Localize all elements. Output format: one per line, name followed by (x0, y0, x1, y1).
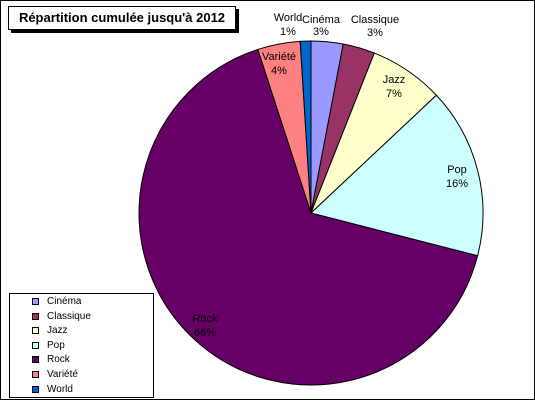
legend-item-classique: Classique (10, 310, 153, 325)
slice-rock (138, 48, 479, 386)
slice-label-cinema: Cinéma (302, 14, 341, 26)
slice-label-classique: Classique (351, 14, 399, 26)
slice-value-cinema: 3% (313, 26, 329, 38)
legend-label-variete: Variété (47, 368, 78, 380)
legend-swatch-jazz (32, 327, 39, 335)
legend-item-variete: Variété (10, 368, 153, 383)
slice-value-classique: 3% (367, 27, 383, 39)
legend-swatch-variete (32, 370, 39, 378)
legend-item-rock: Rock (10, 353, 153, 368)
slice-label-jazz: Jazz (383, 74, 406, 86)
legend-swatch-rock (32, 356, 39, 364)
slice-label-world: World (274, 12, 303, 24)
slice-pop (309, 94, 484, 257)
legend-label-world: World (47, 383, 73, 395)
slice-label-variete: Variété (262, 51, 296, 63)
legend-item-pop: Pop (10, 339, 153, 354)
slice-label-pop: Pop (447, 164, 467, 176)
legend-swatch-classique (32, 312, 39, 320)
legend-label-cinema: Cinéma (47, 296, 82, 307)
legend-label-pop: Pop (47, 339, 65, 351)
slice-value-pop: 16% (446, 178, 468, 190)
slice-value-variete: 4% (271, 65, 287, 77)
chart-title: Répartition cumulée jusqu'à 2012 (18, 10, 226, 25)
slice-label-rock: Rock (192, 313, 218, 325)
legend-label-classique: Classique (47, 310, 91, 322)
legend-item-jazz: Jazz (10, 324, 153, 339)
slice-value-rock: 66% (194, 327, 216, 339)
slice-world (299, 40, 312, 214)
legend-item-cinema: Cinéma (10, 295, 153, 310)
legend-swatch-cinema (32, 298, 39, 305)
slice-value-jazz: 7% (386, 88, 402, 100)
legend-label-rock: Rock (47, 354, 70, 366)
legend: Cinéma Classique Jazz Pop Rock Variété W… (9, 293, 154, 398)
legend-swatch-world (32, 385, 39, 393)
slice-value-world: 1% (280, 26, 296, 38)
legend-swatch-pop (32, 341, 39, 349)
legend-item-world: World (10, 383, 153, 398)
chart-title-box: Répartition cumulée jusqu'à 2012 (8, 6, 236, 30)
legend-label-jazz: Jazz (47, 325, 68, 337)
